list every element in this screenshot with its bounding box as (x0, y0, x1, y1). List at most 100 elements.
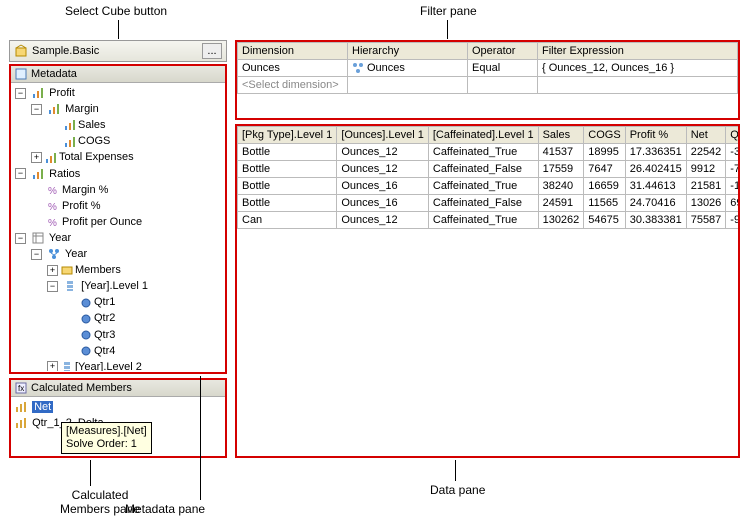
table-row[interactable]: BottleOunces_16Caffeinated_False24591115… (238, 195, 741, 212)
table-cell[interactable]: 38240 (538, 178, 584, 195)
table-cell[interactable]: 18995 (584, 144, 625, 161)
tree-node-margin[interactable]: − Margin Sales COGS (31, 101, 225, 149)
annotation-metadata-pane: Metadata pane (125, 502, 205, 516)
expander-minus[interactable]: − (15, 168, 26, 179)
expander-minus[interactable]: − (15, 233, 26, 244)
table-cell[interactable]: 11565 (584, 195, 625, 212)
calc-member-net[interactable]: Net (15, 399, 221, 415)
data-col-6[interactable]: Net (686, 127, 726, 144)
data-col-7[interactable]: Qtr_1_2_Delta (726, 127, 740, 144)
table-cell[interactable]: 26.402415 (625, 161, 686, 178)
tree-node-ratios[interactable]: − Ratios %Margin % %Profit % %Profit per… (15, 166, 225, 230)
table-cell[interactable]: Ounces_12 (337, 161, 429, 178)
table-cell[interactable]: Caffeinated_False (428, 161, 538, 178)
table-cell[interactable]: -37 (726, 144, 740, 161)
data-col-3[interactable]: Sales (538, 127, 584, 144)
table-cell[interactable]: -999 (726, 212, 740, 229)
tree-node-year[interactable]: − Year − Year +Members − [Year].Lev (15, 230, 225, 371)
table-cell[interactable]: 17559 (538, 161, 584, 178)
filter-col-expression[interactable]: Filter Expression (538, 43, 738, 60)
table-cell[interactable]: Caffeinated_True (428, 212, 538, 229)
table-row[interactable]: BottleOunces_12Caffeinated_True415371899… (238, 144, 741, 161)
table-cell[interactable]: Bottle (238, 144, 337, 161)
table-cell[interactable]: 17.336351 (625, 144, 686, 161)
table-cell[interactable]: 7647 (584, 161, 625, 178)
table-cell[interactable]: Bottle (238, 178, 337, 195)
svg-text:%: % (48, 202, 57, 212)
expander-minus[interactable]: − (47, 281, 58, 292)
filter-pane: Dimension Hierarchy Operator Filter Expr… (235, 40, 740, 120)
table-cell[interactable]: 54675 (584, 212, 625, 229)
tree-node[interactable]: Qtr4 (63, 343, 225, 359)
tree-node-cogs[interactable]: COGS (47, 133, 225, 149)
table-cell[interactable]: Ounces_16 (337, 195, 429, 212)
tree-node-members[interactable]: +Members (47, 262, 225, 278)
table-cell[interactable]: Caffeinated_False (428, 195, 538, 212)
data-header-row: [Pkg Type].Level 1 [Ounces].Level 1 [Caf… (238, 127, 741, 144)
table-cell[interactable]: 30.383381 (625, 212, 686, 229)
tree-node-sales[interactable]: Sales (47, 117, 225, 133)
expander-minus[interactable]: − (31, 249, 42, 260)
tree-node[interactable]: Qtr2 (63, 310, 225, 326)
data-col-2[interactable]: [Caffeinated].Level 1 (428, 127, 538, 144)
tree-node[interactable]: %Profit per Ounce (31, 214, 225, 230)
table-cell[interactable]: 75587 (686, 212, 726, 229)
data-col-5[interactable]: Profit % (625, 127, 686, 144)
table-cell[interactable]: Caffeinated_True (428, 144, 538, 161)
table-cell[interactable]: 130262 (538, 212, 584, 229)
filter-col-hierarchy[interactable]: Hierarchy (348, 43, 468, 60)
tree-node-profit[interactable]: − Profit − Margin Sales COGS +Total Expe… (15, 85, 225, 165)
table-cell[interactable]: 21581 (686, 178, 726, 195)
expander-minus[interactable]: − (31, 104, 42, 115)
tree-node[interactable]: %Margin % (31, 182, 225, 198)
expander-plus[interactable]: + (47, 361, 58, 371)
calc-header-label: Calculated Members (31, 382, 132, 394)
tree-node-level1[interactable]: − [Year].Level 1 Qtr1 Qtr2 Qtr3 Qtr4 (47, 278, 225, 358)
filter-placeholder-cell[interactable]: <Select dimension> (238, 77, 348, 94)
table-cell[interactable]: 9912 (686, 161, 726, 178)
table-cell[interactable]: -116 (726, 178, 740, 195)
filter-cell-operator[interactable]: Equal (468, 60, 538, 77)
expander-plus[interactable]: + (47, 265, 58, 276)
table-cell[interactable]: -78 (726, 161, 740, 178)
table-cell[interactable]: 22542 (686, 144, 726, 161)
tree-node-total-expenses[interactable]: +Total Expenses (31, 149, 225, 165)
tree-node-level2[interactable]: +[Year].Level 2 (47, 359, 225, 371)
table-cell[interactable]: Bottle (238, 195, 337, 212)
tree-node[interactable]: Qtr1 (63, 294, 225, 310)
filter-cell-expression[interactable]: { Ounces_12, Ounces_16 } (538, 60, 738, 77)
data-col-0[interactable]: [Pkg Type].Level 1 (238, 127, 337, 144)
table-cell[interactable]: Ounces_12 (337, 144, 429, 161)
filter-col-operator[interactable]: Operator (468, 43, 538, 60)
tree-node[interactable]: %Profit % (31, 198, 225, 214)
tree-node-year-hier[interactable]: − Year +Members − [Year].Level 1 Qtr1 (31, 246, 225, 371)
measure-icon (64, 117, 78, 133)
metadata-tree[interactable]: − Profit − Margin Sales COGS +Total Expe… (11, 83, 225, 371)
table-cell[interactable]: 13026 (686, 195, 726, 212)
table-cell[interactable]: Bottle (238, 161, 337, 178)
data-col-1[interactable]: [Ounces].Level 1 (337, 127, 429, 144)
table-cell[interactable]: 31.44613 (625, 178, 686, 195)
table-cell[interactable]: 24591 (538, 195, 584, 212)
table-cell[interactable]: Can (238, 212, 337, 229)
table-cell[interactable]: Ounces_12 (337, 212, 429, 229)
filter-cell-dimension[interactable]: Ounces (238, 60, 348, 77)
filter-cell-hierarchy[interactable]: Ounces (348, 60, 468, 77)
table-row[interactable]: BottleOunces_12Caffeinated_False17559764… (238, 161, 741, 178)
table-cell[interactable]: Ounces_16 (337, 178, 429, 195)
expander-plus[interactable]: + (31, 152, 42, 163)
tree-node[interactable]: Qtr3 (63, 327, 225, 343)
table-cell[interactable]: 24.70416 (625, 195, 686, 212)
expander-minus[interactable]: − (15, 88, 26, 99)
filter-placeholder-row[interactable]: <Select dimension> (238, 77, 738, 94)
table-cell[interactable]: 69 (726, 195, 740, 212)
table-row[interactable]: BottleOunces_16Caffeinated_True382401665… (238, 178, 741, 195)
table-row[interactable]: CanOunces_12Caffeinated_True130262546753… (238, 212, 741, 229)
filter-row[interactable]: Ounces Ounces Equal { Ounces_12, Ounces_… (238, 60, 738, 77)
table-cell[interactable]: 16659 (584, 178, 625, 195)
filter-col-dimension[interactable]: Dimension (238, 43, 348, 60)
select-cube-button[interactable]: ... (202, 43, 222, 59)
table-cell[interactable]: 41537 (538, 144, 584, 161)
table-cell[interactable]: Caffeinated_True (428, 178, 538, 195)
data-col-4[interactable]: COGS (584, 127, 625, 144)
